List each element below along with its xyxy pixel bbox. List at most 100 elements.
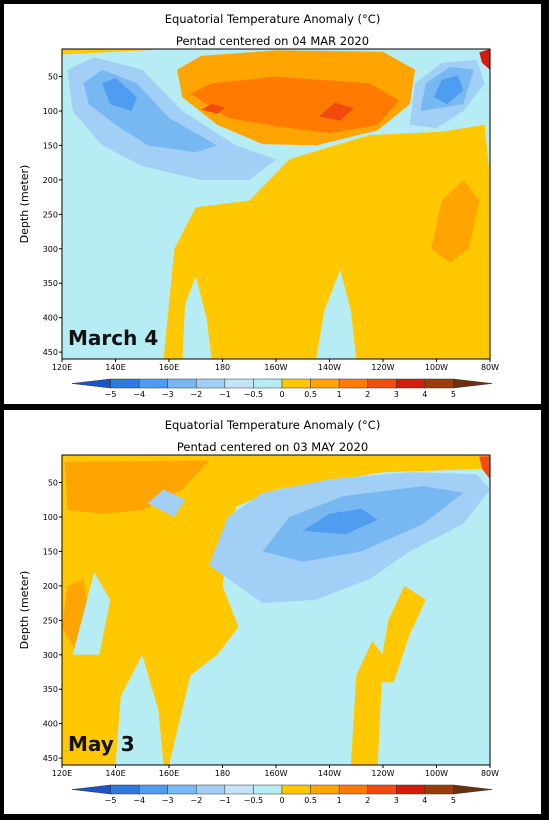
anomaly-region-14 <box>479 49 490 70</box>
anomaly-region-7 <box>318 102 354 121</box>
colorbar-swatch <box>367 784 397 795</box>
heatmap-plot <box>62 49 490 359</box>
colorbar-tick-label: −4 <box>133 390 145 399</box>
colorbar-swatch <box>281 784 311 795</box>
anomaly-region-10 <box>302 508 378 535</box>
colorbar-swatch <box>367 378 397 389</box>
colorbar-tick-label: −2 <box>190 390 202 399</box>
x-tick-label: 80W <box>481 363 499 372</box>
anomaly-region-13 <box>433 75 464 105</box>
colorbar-swatch <box>453 784 493 795</box>
colorbar-tick-label: 2 <box>365 796 370 805</box>
colorbar-swatch <box>281 378 311 389</box>
anomaly-region-6 <box>201 104 226 114</box>
anomaly-region-16 <box>182 276 212 359</box>
colorbar-tick-label: −2 <box>190 796 202 805</box>
x-tick-label: 160W <box>264 769 287 778</box>
y-tick-label: 450 <box>43 348 58 357</box>
colorbar-swatch <box>424 784 454 795</box>
colorbar-tick-label: 4 <box>422 390 427 399</box>
colorbar-swatch <box>396 784 426 795</box>
colorbar-swatch <box>338 784 368 795</box>
colorbar-swatch <box>71 784 111 795</box>
colorbar-swatch <box>253 378 283 389</box>
anomaly-region-12 <box>479 456 490 480</box>
colorbar-tick-label: −3 <box>162 390 174 399</box>
y-tick-label: 400 <box>43 720 58 729</box>
colorbar-tick-label: 1 <box>337 796 342 805</box>
anomaly-region-7 <box>72 572 111 655</box>
x-tick-label: 180 <box>215 769 230 778</box>
y-tick-label: 400 <box>43 314 58 323</box>
date-overlay-label: May 3 <box>68 732 135 756</box>
y-tick-label: 50 <box>48 479 58 488</box>
x-tick-label: 100W <box>425 769 448 778</box>
anomaly-region-4 <box>64 460 210 514</box>
x-tick-label: 80W <box>481 769 499 778</box>
x-tick-label: 120W <box>371 769 394 778</box>
x-tick-label: 160E <box>159 769 179 778</box>
heatmap-plot <box>62 455 490 765</box>
colorbar-swatch <box>310 784 340 795</box>
colorbar-swatch <box>396 378 426 389</box>
x-tick-label: 160E <box>159 363 179 372</box>
colorbar-swatch <box>453 378 493 389</box>
colorbar-swatch <box>167 784 197 795</box>
colorbar-tick-label: −0.5 <box>244 390 263 399</box>
colorbar-swatch <box>196 378 226 389</box>
colorbar-tick-label: 5 <box>451 796 456 805</box>
colorbar-tick-label: 1 <box>337 390 342 399</box>
anomaly-region-4 <box>431 179 480 263</box>
chart-title: Equatorial Temperature Anomaly (°C) <box>164 12 381 26</box>
x-tick-label: 140W <box>318 363 341 372</box>
colorbar-tick-label: −0.5 <box>244 796 263 805</box>
chart-subtitle: Pentad centered on 03 MAY 2020 <box>176 440 369 454</box>
y-tick-label: 350 <box>43 685 58 694</box>
colorbar-swatch <box>110 378 140 389</box>
colorbar-tick-label: 4 <box>422 796 427 805</box>
y-tick-label: 200 <box>43 582 58 591</box>
colorbar: −5 −4 −3 −2 −1 −0.5 0 0.5 1 2 3 4 5 <box>71 378 493 399</box>
colorbar-swatch <box>224 378 254 389</box>
chart-panel-march: Equatorial Temperature Anomaly (°C) Pent… <box>4 4 541 404</box>
y-tick-label: 100 <box>43 107 58 116</box>
colorbar-swatch <box>138 784 168 795</box>
y-tick-label: 450 <box>43 754 58 763</box>
x-tick-label: 100W <box>425 363 448 372</box>
x-tick-label: 180 <box>215 363 230 372</box>
anomaly-region-6 <box>115 654 164 765</box>
colorbar-tick-label: −1 <box>219 390 231 399</box>
y-axis-label: Depth (meter) <box>18 571 31 650</box>
y-tick-label: 200 <box>43 176 58 185</box>
anomaly-region-11 <box>147 489 186 517</box>
anomaly-region-5 <box>190 76 400 133</box>
chart-title: Equatorial Temperature Anomaly (°C) <box>164 418 381 432</box>
colorbar-tick-label: 0 <box>279 796 284 805</box>
colorbar-tick-label: 2 <box>365 390 370 399</box>
colorbar-tick-label: −5 <box>105 796 117 805</box>
colorbar-swatch <box>253 784 283 795</box>
y-tick-label: 150 <box>43 141 58 150</box>
x-tick-label: 140W <box>318 769 341 778</box>
anomaly-region-1 <box>163 124 490 359</box>
colorbar-tick-label: −3 <box>162 796 174 805</box>
y-tick-label: 100 <box>43 513 58 522</box>
anomaly-region-3 <box>377 585 426 683</box>
colorbar-swatch <box>224 784 254 795</box>
y-tick-label: 300 <box>43 245 58 254</box>
colorbar-tick-label: −1 <box>219 796 231 805</box>
date-overlay-label: March 4 <box>68 326 158 350</box>
y-tick-label: 350 <box>43 279 58 288</box>
colorbar: −5 −4 −3 −2 −1 −0.5 0 0.5 1 2 3 4 5 <box>71 784 493 805</box>
colorbar-tick-label: 5 <box>451 390 456 399</box>
y-axis-label: Depth (meter) <box>18 165 31 244</box>
colorbar-swatch <box>310 378 340 389</box>
x-tick-label: 160W <box>264 363 287 372</box>
colorbar-swatch <box>196 784 226 795</box>
x-tick-label: 120W <box>371 363 394 372</box>
y-tick-label: 250 <box>43 616 58 625</box>
anomaly-region-15 <box>316 269 357 359</box>
y-tick-label: 250 <box>43 210 58 219</box>
